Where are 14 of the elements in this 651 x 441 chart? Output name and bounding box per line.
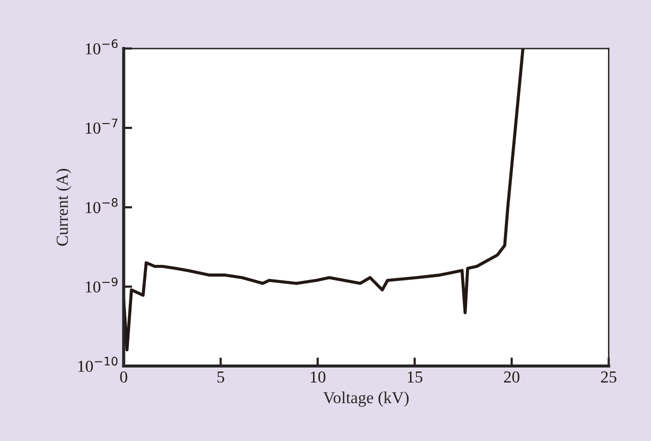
y-tick-label: 10$^{−10}$ — [78, 356, 118, 372]
y-tick-label: 10$^{−6}$ — [86, 39, 118, 54]
x-axis-title: Voltage (kV) — [323, 392, 409, 407]
x-tick-label: 20 — [504, 371, 520, 383]
line-series — [124, 48, 524, 352]
x-tick-label: 25 — [601, 371, 616, 383]
y-axis-title: Current (A) — [56, 168, 72, 246]
y-tick-label: 10$^{−7}$ — [86, 118, 118, 134]
x-tick-label: 15 — [408, 371, 422, 383]
x-tick-label: 5 — [217, 372, 224, 383]
x-tick-label: 10 — [310, 371, 326, 383]
y-tick-label: 10$^{−8}$ — [86, 198, 118, 214]
y-tick-label: 10$^{−9}$ — [86, 277, 118, 293]
x-tick-label: 0 — [120, 371, 128, 383]
